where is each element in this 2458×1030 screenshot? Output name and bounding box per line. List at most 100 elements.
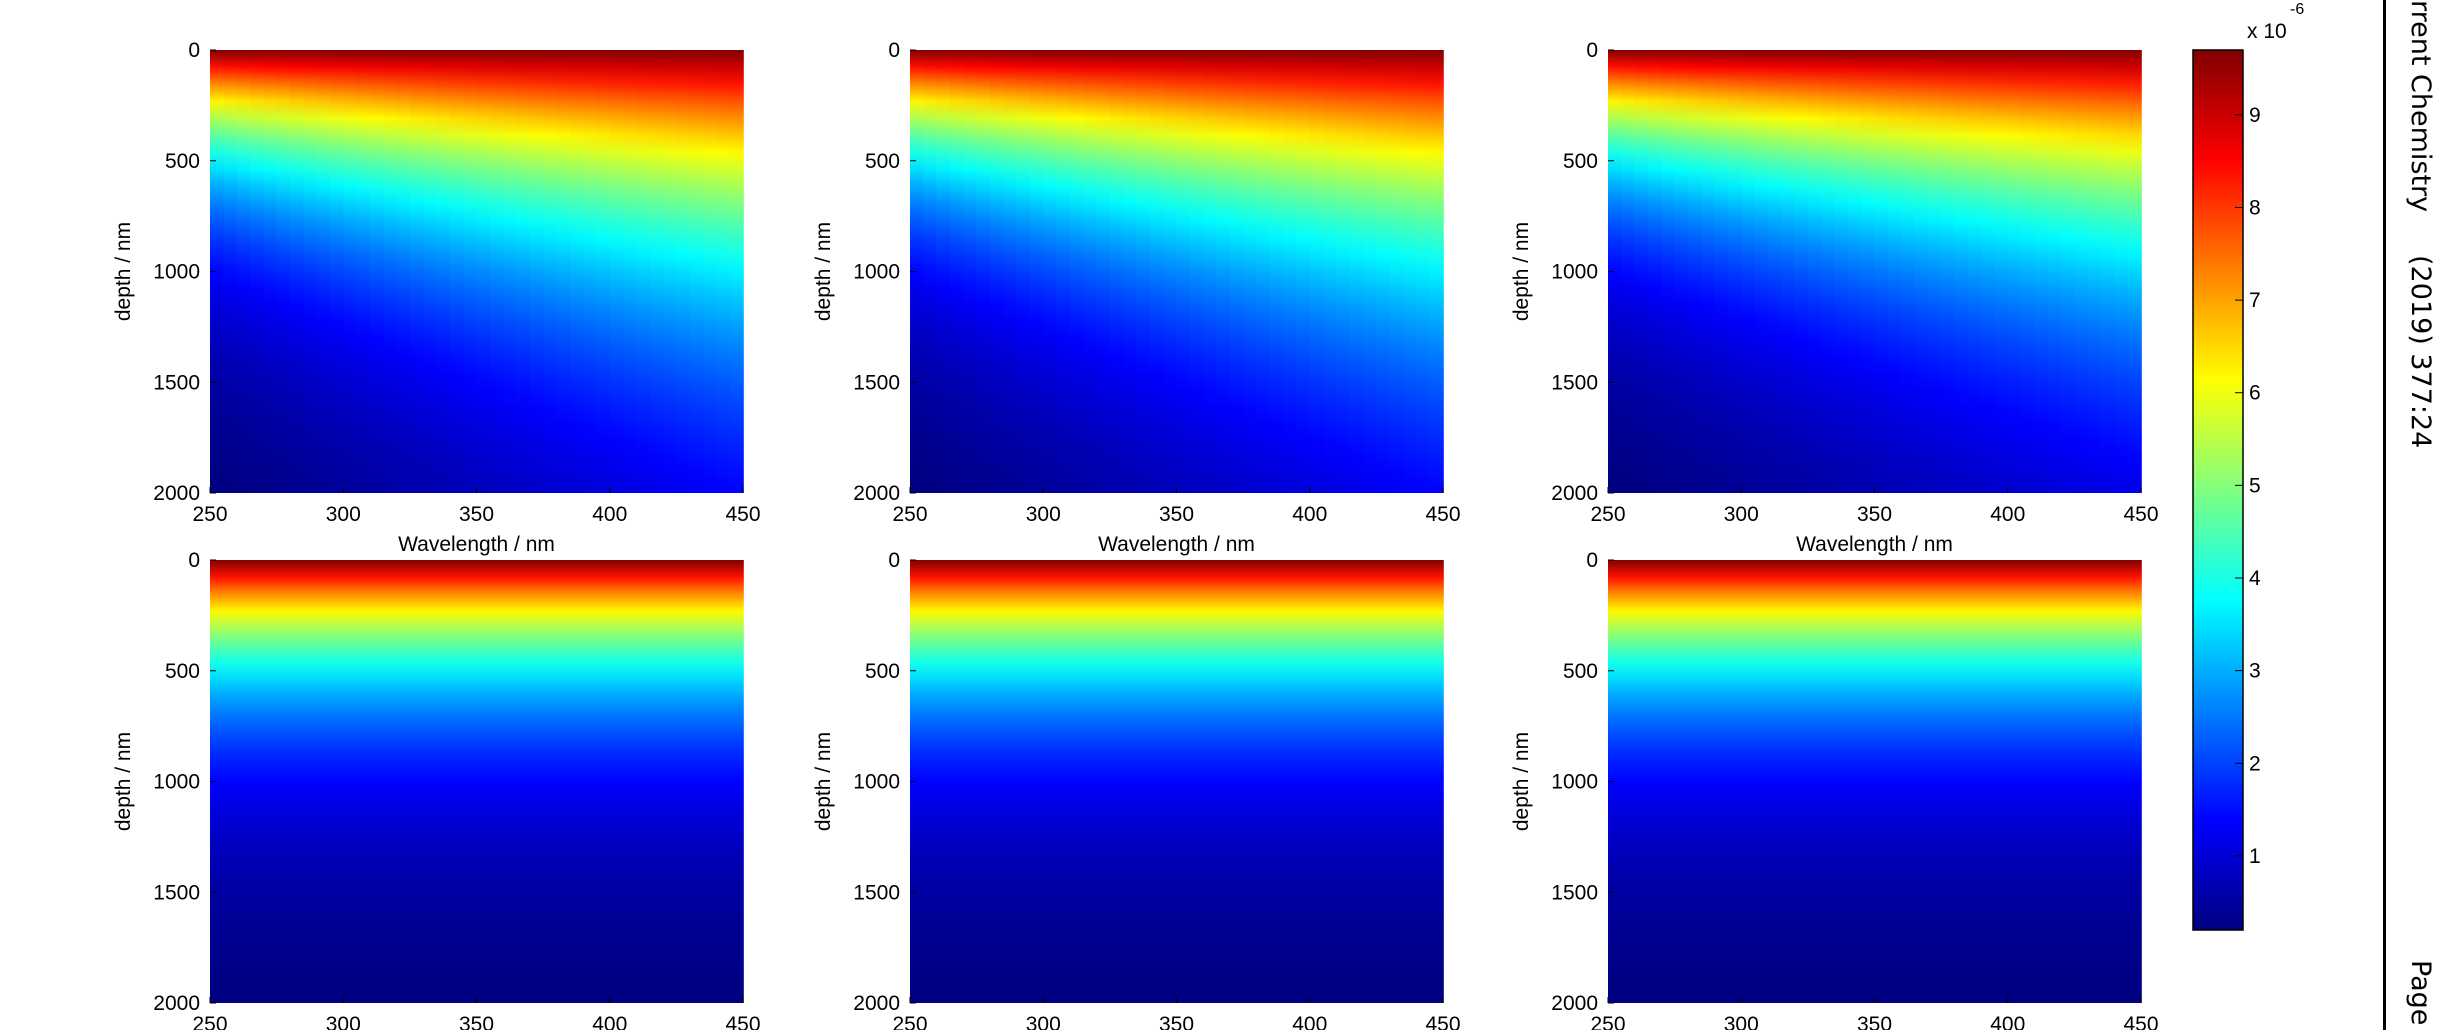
heatmap-slice [1674, 50, 1689, 493]
heatmap-slice [636, 560, 651, 1003]
heatmap-slice [1687, 50, 1703, 493]
x-tick-label: 350 [459, 503, 494, 526]
heatmap-slice [1043, 560, 1058, 1003]
heatmap-slice [2127, 50, 2142, 493]
heatmap-slice [1083, 50, 1098, 493]
y-tick-label: 500 [865, 660, 900, 683]
heatmap-slice [1807, 560, 1823, 1003]
heatmap-slice [1994, 50, 2009, 493]
heatmap-slice [2007, 560, 2022, 1003]
heatmap-slice [1349, 560, 1364, 1003]
x-tick-label: 400 [592, 1013, 627, 1030]
heatmap-slice [2047, 50, 2062, 493]
heatmap-slice [1941, 50, 1956, 493]
heatmap-slice [276, 560, 291, 1003]
heatmap-slice [1634, 560, 1649, 1003]
heatmap-slice [409, 50, 425, 493]
heatmap-slice [223, 50, 238, 493]
heatmap-slice [1661, 560, 1676, 1003]
heatmap-slice [303, 560, 318, 1003]
page-margin-rule [2383, 0, 2386, 1030]
y-tick-label: 500 [165, 660, 200, 683]
heatmap-slice [1176, 50, 1191, 493]
heatmap-slice [689, 50, 704, 493]
heatmap-slice [1189, 50, 1204, 493]
x-tick-label: 400 [1292, 1013, 1327, 1030]
heatmap-slice [1847, 560, 1862, 1003]
heatmap-slice [2061, 50, 2076, 493]
y-axis-label: depth / nm [812, 222, 835, 321]
heatmap-slice [1994, 560, 2009, 1003]
heatmap-slice [1096, 560, 1111, 1003]
y-tick-label: 2000 [853, 482, 900, 505]
heatmap-slice [423, 50, 438, 493]
heatmap-slice [623, 50, 638, 493]
heatmap-slice [609, 50, 624, 493]
colorbar-tick-label: 1 [2249, 845, 2261, 868]
y-tick-label: 1500 [1551, 881, 1598, 904]
heatmap-slice [963, 560, 978, 1003]
y-tick-label: 1000 [1551, 261, 1598, 284]
heatmap-slice [1834, 50, 1849, 493]
heatmap-slice [2101, 560, 2116, 1003]
heatmap-slice [1149, 560, 1164, 1003]
heatmap-slice [1336, 50, 1351, 493]
heatmap-slice [2074, 560, 2089, 1003]
y-tick-label: 0 [888, 39, 900, 62]
heatmap-slice [1861, 50, 1876, 493]
heatmap-slice [503, 50, 518, 493]
heatmap-slice [649, 560, 664, 1003]
y-tick-label: 0 [188, 39, 200, 62]
x-tick-label: 250 [192, 1013, 227, 1030]
heatmap-slice [2021, 560, 2036, 1003]
heatmap-slice [1069, 560, 1085, 1003]
colorbar-multiplier-label: x 10 [2247, 20, 2287, 43]
heatmap-slice [963, 50, 978, 493]
heatmap-slice [1741, 50, 1756, 493]
y-axis-label: depth / nm [112, 732, 135, 831]
heatmap-slice [976, 560, 991, 1003]
colorbar-exponent-label: -6 [2290, 1, 2304, 18]
heatmap-slice [1674, 560, 1689, 1003]
heatmap-slice [1727, 50, 1743, 493]
journal-name-text: rrent Chemistry [2405, 0, 2436, 213]
heatmap-slice [1256, 560, 1271, 1003]
x-tick-label: 300 [326, 503, 361, 526]
heatmap-slice [1647, 50, 1663, 493]
heatmap-slice [436, 50, 451, 493]
heatmap-slice [2087, 560, 2102, 1003]
heatmap-slice [1621, 50, 1636, 493]
heatmap-slice [316, 50, 331, 493]
x-tick-label: 300 [1724, 1013, 1759, 1030]
heatmap-slice [936, 50, 951, 493]
heatmap-slice [463, 50, 478, 493]
heatmap-slice [1029, 560, 1045, 1003]
heatmap-slice [1069, 50, 1085, 493]
heatmap-slice [1229, 50, 1244, 493]
x-tick-label: 350 [1857, 1013, 1892, 1030]
heatmap-slice [476, 50, 491, 493]
heatmap-slice [716, 50, 731, 493]
heatmap-slice [636, 50, 651, 493]
heatmap-slice [1349, 50, 1364, 493]
heatmap-slice [329, 560, 345, 1003]
heatmap-slice [396, 560, 411, 1003]
heatmap-slice [703, 560, 718, 1003]
heatmap-slice [1847, 50, 1862, 493]
heatmap-slice [1967, 560, 1982, 1003]
heatmap-slice [1429, 50, 1444, 493]
heatmap-slice [1861, 560, 1876, 1003]
heatmap-slice [356, 50, 371, 493]
heatmap-slice [1821, 50, 1836, 493]
heatmap-slice [1123, 560, 1138, 1003]
heatmap-slice [1363, 50, 1378, 493]
heatmap-panel-r2c3: 2503003504004500500100015002000Wavelengt… [1510, 549, 2159, 1030]
heatmap-slice [543, 560, 558, 1003]
x-tick-label: 450 [1425, 503, 1460, 526]
heatmap-slice [2114, 50, 2129, 493]
y-tick-label: 0 [888, 549, 900, 572]
x-tick-label: 350 [1159, 1013, 1194, 1030]
x-tick-label: 450 [2123, 503, 2158, 526]
heatmap-slice [1634, 50, 1649, 493]
